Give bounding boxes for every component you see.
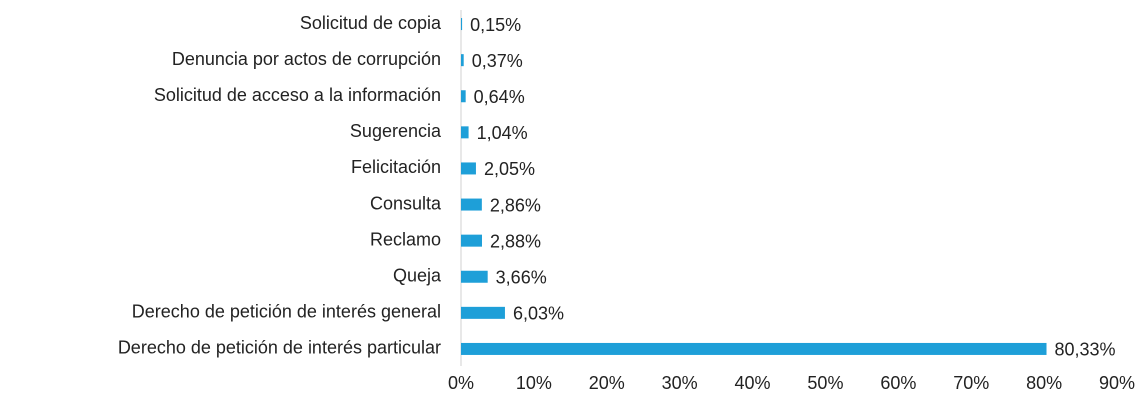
- value-label: 2,88%: [490, 231, 541, 251]
- value-label: 0,64%: [474, 87, 525, 107]
- value-label: 6,03%: [513, 304, 564, 324]
- y-tick-label: Solicitud de copia: [300, 13, 442, 33]
- value-label: 80,33%: [1055, 340, 1116, 360]
- x-tick-label: 40%: [735, 373, 771, 393]
- y-tick-label: Derecho de petición de interés general: [132, 302, 441, 322]
- value-label: 3,66%: [496, 268, 547, 288]
- x-tick-label: 10%: [516, 373, 552, 393]
- x-tick-label: 60%: [880, 373, 916, 393]
- bar: [461, 198, 482, 211]
- y-tick-label: Felicitación: [351, 157, 441, 177]
- y-tick-label: Reclamo: [370, 229, 441, 249]
- bar: [461, 342, 1047, 355]
- x-tick-label: 90%: [1099, 373, 1135, 393]
- bar: [461, 90, 466, 103]
- x-tick-label: 70%: [953, 373, 989, 393]
- x-tick-label: 20%: [589, 373, 625, 393]
- bar: [461, 234, 482, 247]
- y-tick-label: Derecho de petición de interés particula…: [118, 338, 441, 358]
- y-tick-label: Sugerencia: [350, 121, 442, 141]
- bar: [461, 306, 505, 319]
- bar: [461, 54, 464, 67]
- bar: [461, 162, 476, 175]
- x-tick-label: 50%: [807, 373, 843, 393]
- value-label: 0,15%: [470, 15, 521, 35]
- y-tick-label: Consulta: [370, 193, 442, 213]
- bar: [461, 126, 469, 139]
- x-tick-label: 80%: [1026, 373, 1062, 393]
- bar: [461, 270, 488, 283]
- value-label: 0,37%: [472, 51, 523, 71]
- value-label: 2,86%: [490, 195, 541, 215]
- value-label: 1,04%: [477, 123, 528, 143]
- y-tick-label: Solicitud de acceso a la información: [154, 85, 441, 105]
- value-label: 2,05%: [484, 159, 535, 179]
- y-tick-label: Denuncia por actos de corrupción: [172, 49, 441, 69]
- x-tick-label: 0%: [448, 373, 474, 393]
- x-tick-label: 30%: [662, 373, 698, 393]
- y-tick-label: Queja: [393, 266, 442, 286]
- bar: [461, 18, 463, 31]
